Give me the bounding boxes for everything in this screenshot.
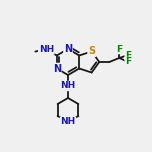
Text: NH: NH [60,81,76,90]
Text: N: N [53,64,61,74]
Text: F: F [125,57,131,67]
Text: F: F [116,45,122,54]
Text: N: N [64,44,72,54]
Text: NH: NH [39,45,54,54]
Text: F: F [125,50,131,59]
Text: S: S [88,47,95,57]
Text: NH: NH [60,117,76,126]
